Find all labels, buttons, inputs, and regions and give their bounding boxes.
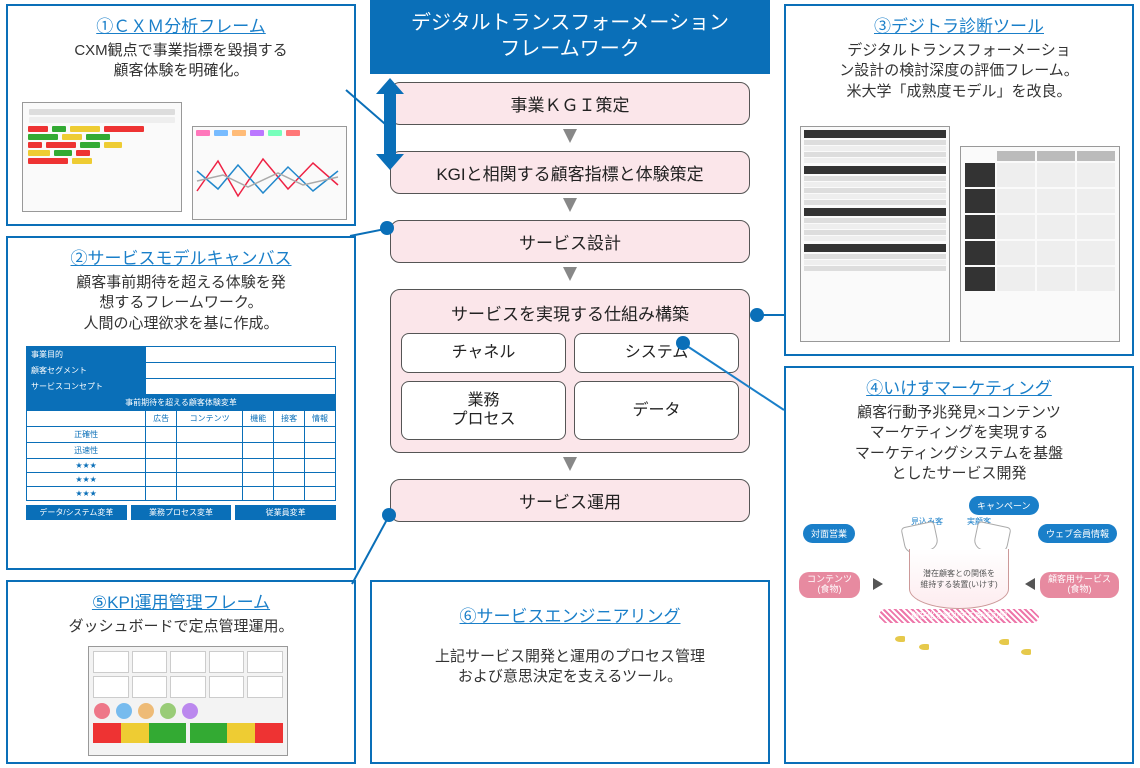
- flow-step-1: 事業ＫＧＩ策定: [390, 82, 750, 125]
- center-header: デジタルトランスフォーメーション フレームワーク: [370, 0, 770, 74]
- mechanism-item-process: 業務 プロセス: [401, 381, 566, 440]
- ikesu-net: 顧在化を察知する魔法の網: [879, 609, 1039, 623]
- card2-bottom-row: データ/システム変革 業務プロセス変革 従業員変革: [26, 505, 336, 520]
- connector-1: [340, 80, 400, 160]
- ikesu-jar: 潜在顧客との関係を 維持する装置(いけす): [909, 549, 1009, 609]
- card-service-engineering: ⑥サービスエンジニアリング 上記サービス開発と運用のプロセス管理 および意思決定…: [370, 580, 770, 764]
- card4-ikesu-diagram: 対面営業 キャンペーン ウェブ会員情報 見込み客 実顧客 潜在顧客との関係を 維…: [799, 494, 1119, 664]
- card3-title: ③デジトラ診断ツール: [786, 6, 1132, 39]
- tbl-side-2: サービスコンセプト: [27, 378, 146, 394]
- card1-thumb-table: [22, 102, 182, 212]
- pill-web: ウェブ会員情報: [1038, 524, 1117, 543]
- card-digitora-diagnostic: ③デジトラ診断ツール デジタルトランスフォーメーショ ン設計の検討深度の評価フレ…: [784, 4, 1134, 356]
- card1-desc: CXM観点で事業指標を毀損する 顧客体験を明確化。: [8, 39, 354, 88]
- card6-desc: 上記サービス開発と運用のプロセス管理 および意思決定を支えるツール。: [372, 629, 768, 694]
- card3-desc: デジタルトランスフォーメーショ ン設計の検討深度の評価フレーム。 米大学「成熟度…: [786, 39, 1132, 108]
- fish-icon: [919, 644, 929, 650]
- fish-icon: [895, 636, 905, 642]
- card2-desc: 顧客事前期待を超える体験を発 想するフレームワーク。 人間の心理欲求を基に作成。: [8, 271, 354, 340]
- tbl-r0: 正確性: [27, 426, 146, 442]
- card5-thumb-dashboard: [88, 646, 288, 756]
- arrow-icon: [563, 198, 577, 212]
- arrow-icon: [563, 457, 577, 471]
- tbl-col-3: 接客: [274, 410, 305, 426]
- tbl-r3: ★★★: [27, 472, 146, 486]
- connector-2: [346, 222, 396, 242]
- tbl-col-1: コンテンツ: [177, 410, 243, 426]
- tbl-col-0: 広告: [146, 410, 177, 426]
- tbl-r4: ★★★: [27, 486, 146, 500]
- flow-step-3: サービス設計: [390, 220, 750, 263]
- flow-step-last: サービス運用: [390, 479, 750, 522]
- card2-title: ②サービスモデルキャンバス: [8, 238, 354, 271]
- pill-contents: コンテンツ (食物): [799, 572, 860, 598]
- card4-title: ④いけすマーケティング: [786, 368, 1132, 401]
- arrow-right-icon: [873, 578, 883, 590]
- arrow-icon: [563, 267, 577, 281]
- pill-service: 顧客用サービス (食物): [1040, 572, 1119, 598]
- card4-desc: 顧客行動予兆発見×コンテンツ マーケティングを実現する マーケティングシステムを…: [786, 401, 1132, 490]
- arrow-left-icon: [1025, 578, 1035, 590]
- mechanism-title: サービスを実現する仕組み構築: [401, 300, 739, 325]
- center-framework-column: デジタルトランスフォーメーション フレームワーク 事業ＫＧＩ策定 KGIと相関す…: [370, 0, 770, 522]
- tbl-side-0: 事業目的: [27, 346, 146, 362]
- connector-5: [348, 510, 392, 590]
- tbl-header-row: 事前期待を超える顧客体験変革: [27, 394, 336, 410]
- card2-bot-0: データ/システム変革: [26, 505, 127, 520]
- pill-taimen: 対面営業: [803, 524, 855, 543]
- arrow-icon: [563, 129, 577, 143]
- card1-sparkline-icon: [193, 141, 343, 213]
- center-header-line2: フレームワーク: [376, 36, 764, 62]
- card-kpi-dashboard: ⑤KPI運用管理フレーム ダッシュボードで定点管理運用。: [6, 580, 356, 764]
- card2-canvas-table: 事業目的 顧客セグメント サービスコンセプト 事前期待を超える顧客体験変革 広告…: [26, 346, 336, 501]
- connector-dot: [676, 336, 690, 350]
- card1-title: ①ＣＸＭ分析フレーム: [8, 6, 354, 39]
- tbl-side-1: 顧客セグメント: [27, 362, 146, 378]
- card1-thumb-chart: [192, 126, 347, 220]
- tbl-r2: ★★★: [27, 458, 146, 472]
- pill-campaign: キャンペーン: [969, 496, 1039, 515]
- tbl-col-4: 情報: [305, 410, 336, 426]
- card-ikesu-marketing: ④いけすマーケティング 顧客行動予兆発見×コンテンツ マーケティングを実現する …: [784, 366, 1134, 764]
- fish-icon: [999, 639, 1009, 645]
- fish-icon: [1021, 649, 1031, 655]
- card3-thumb-right: [960, 146, 1120, 342]
- card5-title: ⑤KPI運用管理フレーム: [8, 582, 354, 615]
- card2-bot-1: 業務プロセス変革: [131, 505, 232, 520]
- card3-thumb-left: [800, 126, 950, 342]
- tbl-col-2: 機能: [243, 410, 274, 426]
- flow-step-2: KGIと相関する顧客指標と体験策定: [390, 151, 750, 194]
- mechanism-item-channel: チャネル: [401, 333, 566, 373]
- card-cxm-analysis: ①ＣＸＭ分析フレーム CXM観点で事業指標を毀損する 顧客体験を明確化。: [6, 4, 356, 226]
- card-service-model-canvas: ②サービスモデルキャンバス 顧客事前期待を超える体験を発 想するフレームワーク。…: [6, 236, 356, 570]
- connector-3: [762, 314, 786, 316]
- center-header-line1: デジタルトランスフォーメーション: [376, 10, 764, 36]
- card5-desc: ダッシュボードで定点管理運用。: [8, 615, 354, 643]
- tbl-r1: 迅速性: [27, 442, 146, 458]
- card6-title: ⑥サービスエンジニアリング: [372, 582, 768, 629]
- card2-bot-2: 従業員変革: [235, 505, 336, 520]
- connector-4: [680, 340, 790, 430]
